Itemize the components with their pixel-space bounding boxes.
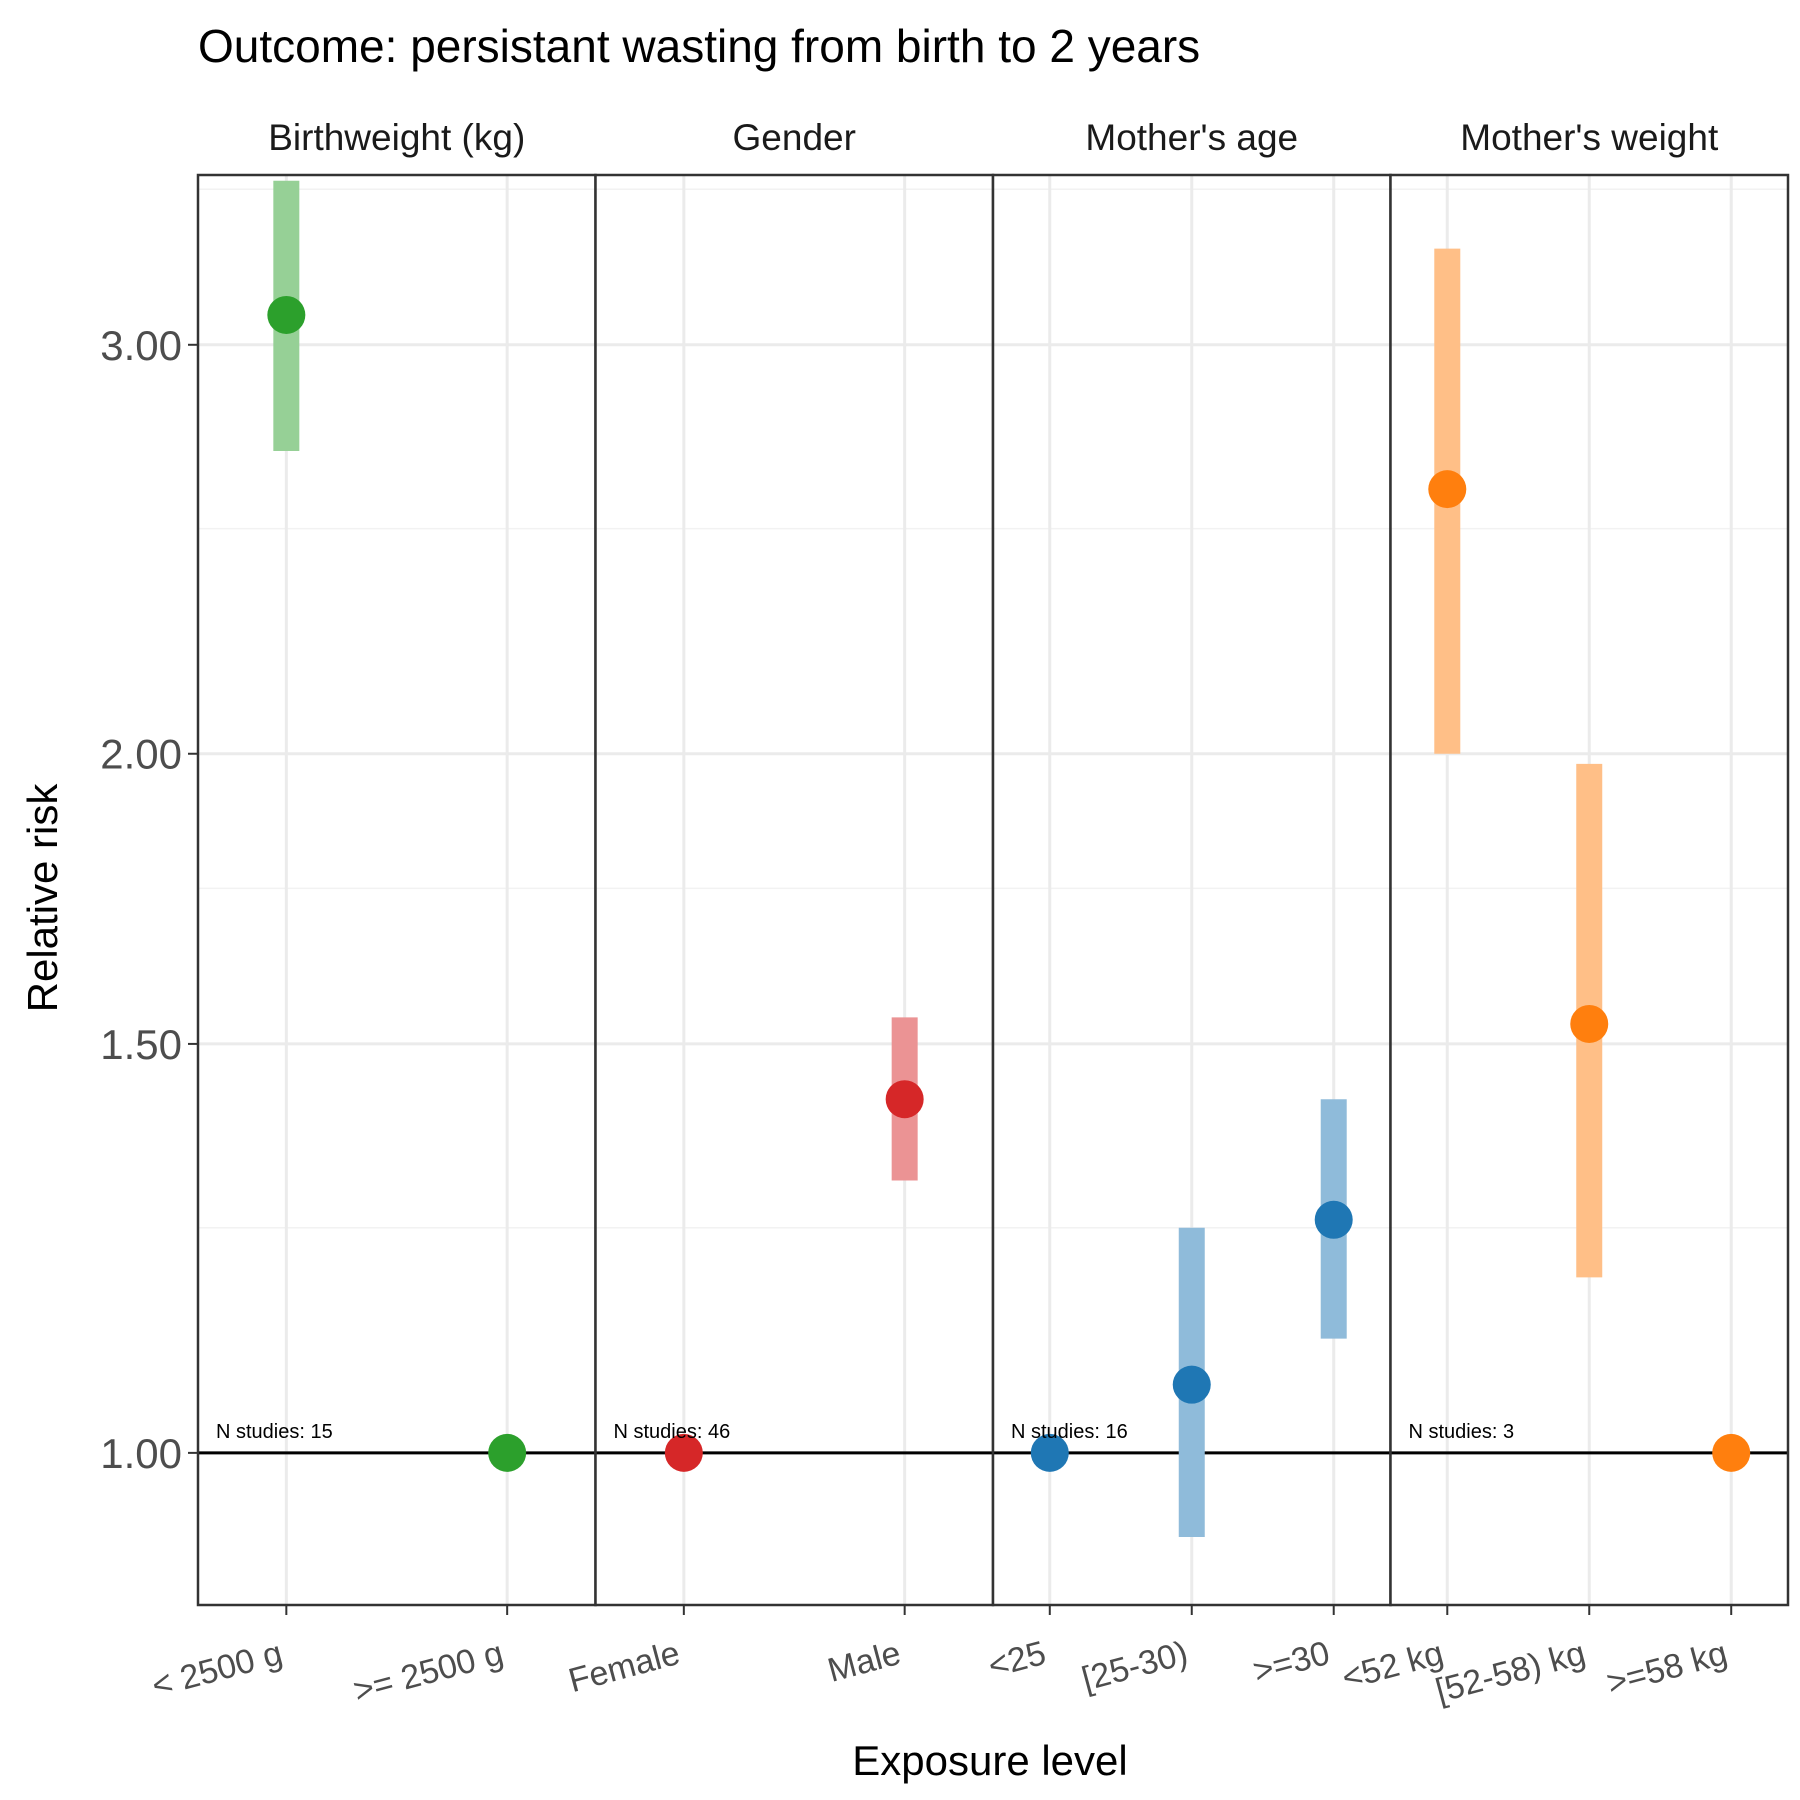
point-52-58-kg (1570, 1004, 1609, 1043)
chart-title: Outcome: persistant wasting from birth t… (198, 20, 1200, 72)
point-male (885, 1080, 924, 1119)
panel-strip-label: Birthweight (kg) (268, 117, 525, 158)
panel-background (595, 175, 993, 1605)
y-tick-label: 2.00 (100, 731, 182, 778)
panel-birthweight-kg: Birthweight (kg) < 2500 g >= 2500 g N studi… (148, 117, 597, 1710)
x-tick-label: < 2500 g (148, 1634, 287, 1705)
point-25-30 (1172, 1365, 1211, 1404)
x-tick-label: Female (565, 1634, 684, 1700)
x-tick-label: >=58 kg (1603, 1634, 1732, 1703)
x-tick-label: <25 (984, 1634, 1050, 1686)
panel-background (198, 175, 596, 1605)
panels-group: Birthweight (kg) < 2500 g >= 2500 g N studi… (148, 117, 1790, 1710)
point-female (664, 1433, 703, 1472)
n-studies-label: N studies: 16 (1011, 1421, 1128, 1443)
panel-gender: Gender Female Male N studies: 46 (565, 117, 995, 1700)
panel-mother-s-age: Mother's age <25 [25-30) >=30 N studies: 16 (984, 117, 1392, 1699)
x-tick-label: <52 kg (1338, 1634, 1447, 1697)
x-tick-label: >=30 (1249, 1634, 1334, 1691)
panel-strip-label: Gender (733, 117, 856, 158)
point-25 (1030, 1433, 1069, 1472)
panel-strip-label: Mother's age (1085, 117, 1298, 158)
x-tick-label: >= 2500 g (349, 1634, 507, 1710)
y-tick-label: 1.00 (100, 1430, 182, 1477)
y-axis-title: Relative risk (19, 783, 66, 1013)
panel-border (1389, 173, 1790, 1607)
x-tick-label: [52-58) kg (1432, 1634, 1590, 1710)
point-30 (1314, 1200, 1353, 1239)
x-axis-title: Exposure level (852, 1737, 1127, 1784)
y-tick-label: 1.50 (100, 1021, 182, 1068)
point-2500-g (488, 1433, 527, 1472)
panel-mother-s-weight: Mother's weight <52 kg[52-58) kg >=58 kg N … (1338, 117, 1790, 1710)
x-tick-label: Male (824, 1634, 905, 1690)
y-axis: 1.00 1.50 2.00 3.00 (100, 322, 198, 1477)
panel-strip-label: Mother's weight (1460, 117, 1719, 158)
y-tick-label: 3.00 (100, 322, 182, 369)
point-52-kg (1428, 470, 1467, 509)
x-tick-label: [25-30) (1078, 1634, 1192, 1699)
n-studies-label: N studies: 46 (614, 1421, 731, 1443)
n-studies-label: N studies: 3 (1409, 1421, 1515, 1443)
point-2500-g (267, 295, 306, 334)
n-studies-label: N studies: 15 (216, 1421, 333, 1443)
point-58-kg (1712, 1433, 1751, 1472)
